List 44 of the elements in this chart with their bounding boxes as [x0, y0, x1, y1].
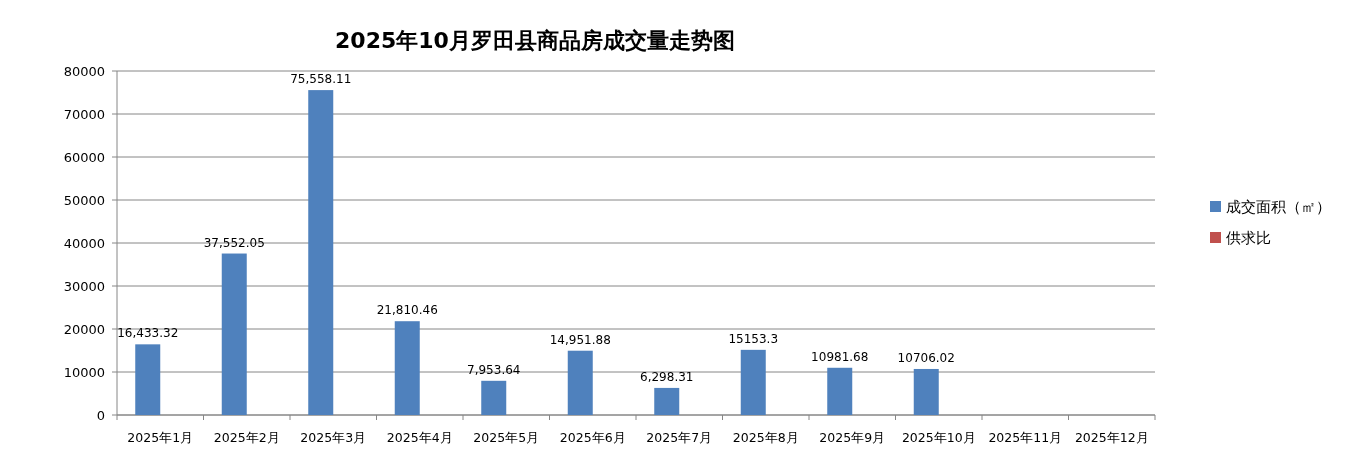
bar — [221, 253, 247, 415]
x-tick-label: 2025年5月 — [473, 430, 540, 445]
y-tick-label: 70000 — [63, 107, 105, 122]
x-tick-label: 2025年10月 — [901, 430, 976, 445]
data-label: 21,810.46 — [376, 303, 438, 318]
bar — [913, 368, 939, 415]
data-label: 16,433.32 — [117, 326, 179, 341]
x-tick-label: 2025年7月 — [646, 430, 713, 445]
y-tick-label: 60000 — [63, 150, 105, 165]
data-label: 6,298.31 — [640, 369, 694, 384]
data-label: 37,552.05 — [203, 235, 265, 250]
x-tick-label: 2025年11月 — [988, 430, 1063, 445]
bar — [135, 344, 161, 415]
x-tick-label: 2025年6月 — [559, 430, 626, 445]
chart-title: 2025年10月罗田县商品房成交量走势图 — [335, 28, 735, 53]
y-tick-label: 10000 — [63, 365, 105, 380]
data-label: 75,558.11 — [290, 72, 352, 87]
data-label: 7,953.64 — [467, 362, 521, 377]
bar — [308, 90, 334, 415]
y-tick-label: 0 — [96, 408, 105, 423]
y-tick-label: 80000 — [63, 64, 105, 79]
x-tick-label: 2025年2月 — [213, 430, 280, 445]
data-label: 10706.02 — [897, 350, 955, 365]
data-label: 15153.3 — [728, 331, 779, 346]
legend-label: 成交面积（㎡） — [1226, 198, 1331, 216]
bar — [394, 321, 420, 415]
legend-label: 供求比 — [1226, 229, 1271, 247]
bar — [827, 367, 853, 415]
x-tick-label: 2025年1月 — [127, 430, 194, 445]
y-tick-label: 40000 — [63, 236, 105, 251]
x-tick-label: 2025年8月 — [732, 430, 799, 445]
bar — [740, 349, 766, 415]
y-tick-label: 50000 — [63, 193, 105, 208]
bar — [481, 380, 507, 415]
x-tick-label: 2025年12月 — [1074, 430, 1149, 445]
y-tick-label: 20000 — [63, 322, 105, 337]
bar — [567, 350, 593, 415]
y-tick-label: 30000 — [63, 279, 105, 294]
x-tick-label: 2025年4月 — [386, 430, 453, 445]
x-tick-label: 2025年9月 — [819, 430, 886, 445]
bar — [654, 387, 680, 415]
x-tick-label: 2025年3月 — [300, 430, 367, 445]
data-label: 14,951.88 — [549, 332, 611, 347]
data-label: 10981.68 — [811, 349, 869, 364]
